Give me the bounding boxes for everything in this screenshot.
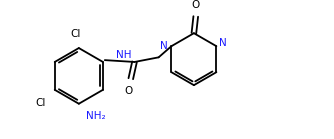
Text: Cl: Cl <box>71 29 81 39</box>
Text: N: N <box>160 41 168 51</box>
Text: NH₂: NH₂ <box>86 111 106 121</box>
Text: NH: NH <box>116 49 132 59</box>
Text: O: O <box>125 86 133 96</box>
Text: O: O <box>192 0 200 10</box>
Text: N: N <box>219 38 227 48</box>
Text: Cl: Cl <box>35 98 45 108</box>
